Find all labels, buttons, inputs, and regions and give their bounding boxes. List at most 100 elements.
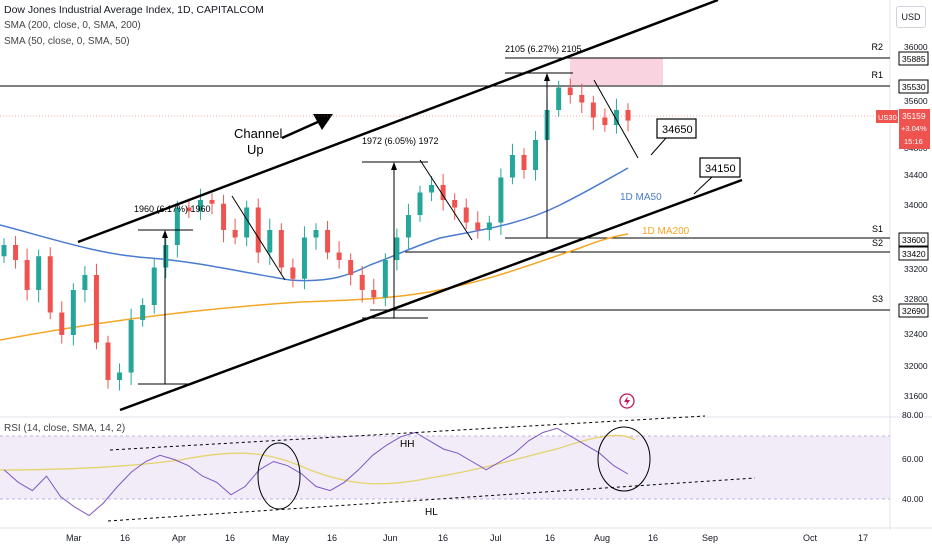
candle-body (70, 290, 76, 335)
candle-body (186, 207, 192, 212)
candle-body (151, 267, 157, 305)
measure-1-label: 1960 (6.17%) 1960 (134, 204, 211, 214)
target-box-34650 (656, 118, 697, 139)
candle-body (509, 155, 515, 178)
time-axis[interactable]: Mar 16 Apr 16 May 16 Jun 16 Jul 16 Aug 1… (66, 533, 868, 543)
candle-body (325, 230, 331, 253)
rsi-lower-trend (107, 477, 756, 522)
ma200-line (0, 233, 629, 341)
candle-body (174, 207, 180, 245)
pullback-arrow-3 (593, 79, 639, 159)
sma200-legend[interactable]: SMA (200, close, 0, SMA, 200) (4, 20, 141, 31)
level-s3-value: 32690 (902, 306, 926, 316)
measure-2-label: 1972 (6.05%) 1972 (362, 136, 439, 146)
candle-body (301, 237, 307, 279)
candle-body (452, 200, 458, 208)
price-tick: 33200 (904, 264, 928, 274)
candle-body (613, 110, 619, 125)
ma50-line (0, 167, 629, 282)
chart-title: Dow Jones Industrial Average Index, 1D, … (4, 4, 264, 16)
rsi-hh-label: HH (400, 439, 414, 450)
candle-body (93, 275, 99, 343)
candle-body (567, 87, 573, 95)
candle-body (36, 256, 42, 290)
candle-body (313, 230, 319, 238)
candle-body (163, 245, 169, 268)
candle-body (417, 192, 423, 215)
price-tick: 31600 (904, 391, 928, 401)
time-tick: 16 (120, 533, 130, 543)
price-tick: 34400 (904, 170, 928, 180)
candle-body (59, 312, 65, 335)
candle-body (128, 320, 134, 373)
level-r1-name: R1 (871, 70, 883, 80)
time-tick: 16 (327, 533, 337, 543)
candle-body (394, 237, 400, 260)
time-tick: Jun (383, 533, 398, 543)
channel-arrow-head (313, 114, 333, 130)
channel-lower-line (119, 178, 743, 412)
time-tick: Jul (490, 533, 502, 543)
level-r2-value: 35885 (902, 54, 926, 64)
candle-body (625, 110, 631, 121)
candle-body (47, 256, 53, 313)
rsi-legend[interactable]: RSI (14, close, SMA, 14, 2) (4, 423, 126, 434)
level-r1-value: 35530 (902, 82, 926, 92)
candle-body (267, 230, 273, 253)
price-tick: 35600 (904, 96, 928, 106)
candle-body (197, 200, 203, 212)
measure-2-arrowhead (391, 162, 397, 170)
time-tick: 17 (858, 533, 868, 543)
time-tick: 16 (225, 533, 235, 543)
level-s2-value: 33420 (902, 249, 926, 259)
candle-body (521, 155, 527, 170)
rsi-hl-label: HL (425, 507, 438, 518)
candle-body (290, 267, 296, 279)
candle-body (590, 102, 596, 118)
rsi-axis[interactable]: 80.00 60.00 40.00 (902, 410, 924, 504)
time-tick: 16 (545, 533, 555, 543)
candle-body (348, 260, 354, 275)
current-price-badge (899, 109, 930, 149)
candle-body (602, 117, 608, 125)
current-price-text: 35159 (902, 111, 926, 121)
rsi-circle-1 (257, 442, 301, 510)
level-s1-name: S1 (872, 224, 883, 234)
candle-body (429, 185, 435, 193)
resistance-zone (570, 58, 663, 85)
candle-body (24, 260, 30, 290)
time-tick: Oct (803, 533, 818, 543)
price-tick: 32400 (904, 329, 928, 339)
price-axis[interactable]: 36000 35600 34800 34400 34000 33200 3280… (904, 42, 928, 401)
price-tick: 36000 (904, 42, 928, 52)
time-tick: Aug (594, 533, 610, 543)
symbol-text: US30 (878, 113, 897, 122)
symbol-badge (876, 110, 898, 123)
candle-body (486, 222, 492, 230)
rsi-tick: 40.00 (902, 494, 924, 504)
candle-body (440, 185, 446, 200)
countdown-text: 15:16 (904, 137, 923, 146)
ma50-label: 1D MA50 (620, 192, 662, 203)
sma50-legend[interactable]: SMA (50, close, 0, SMA, 50) (4, 36, 130, 47)
candle-body (140, 305, 146, 320)
candle-body (1, 245, 7, 257)
event-bolt-icon (624, 396, 630, 406)
time-tick: Sep (702, 533, 718, 543)
current-change-text: +3.04% (901, 124, 927, 133)
rsi-line (3, 427, 629, 517)
currency-button[interactable]: USD (896, 6, 926, 28)
candle-body (278, 230, 284, 268)
candle-body (13, 245, 19, 260)
target-34150-text: 34150 (705, 163, 736, 175)
candle-body (463, 207, 469, 223)
time-tick: Mar (66, 533, 82, 543)
candle-body (475, 222, 481, 230)
rsi-circle-2 (597, 426, 651, 492)
candle-body (244, 207, 250, 238)
level-r1-badge (898, 79, 929, 94)
rsi-tick: 60.00 (902, 454, 924, 464)
rsi-tick: 80.00 (902, 410, 924, 420)
time-tick: 16 (648, 533, 658, 543)
